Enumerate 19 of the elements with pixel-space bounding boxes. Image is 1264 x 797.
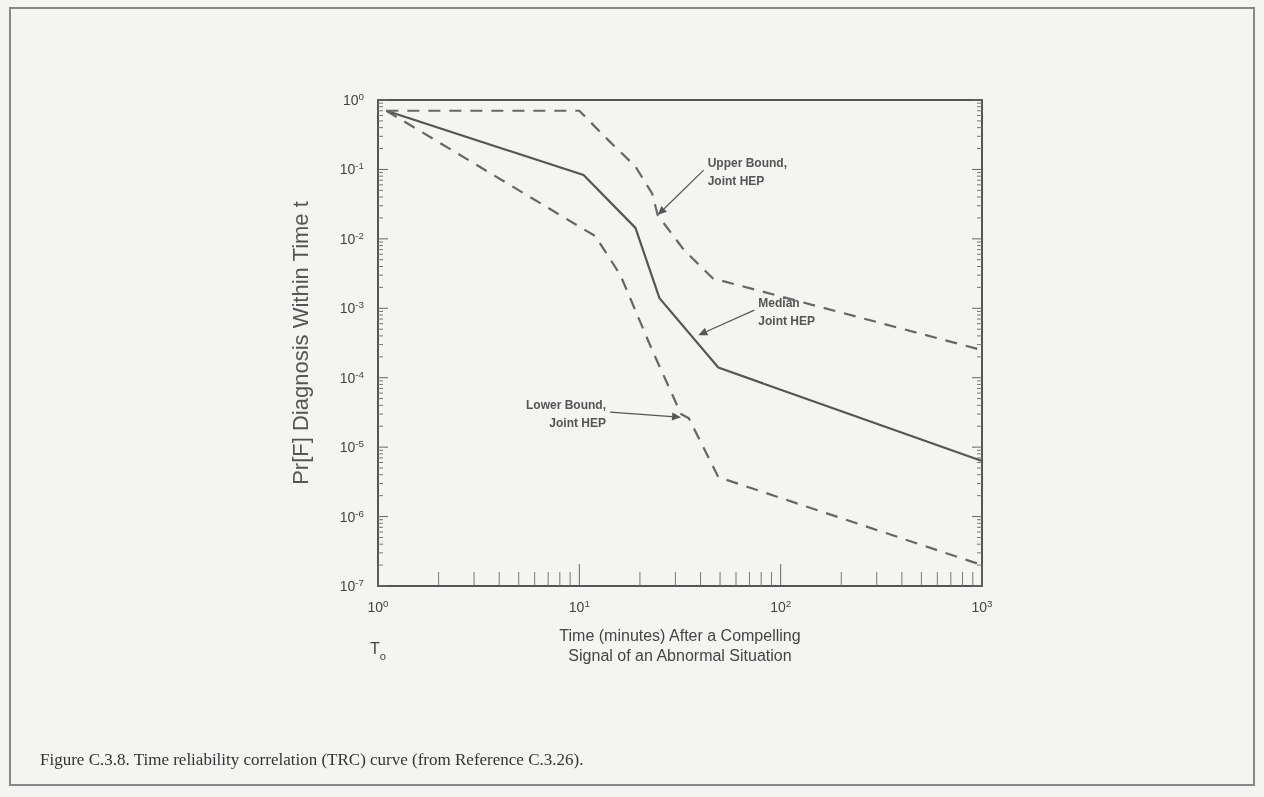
y-tick-label: 10$^{-6}$ — [339, 507, 365, 525]
x-tick-label: 10$^{1}$ — [568, 597, 590, 615]
y-tick-label: 10$^{-3}$ — [339, 298, 365, 317]
y-axis-title: Pr[F] Diagnosis Within Time t — [288, 201, 313, 485]
annotation: Lower Bound, Joint HEP — [526, 398, 607, 431]
text: Figure C.3.8. Time reliability correlation (TRC) curve (from Reference C.3.26). — [40, 750, 584, 769]
x-tick-label: 10$^{3}$ — [971, 597, 994, 615]
annotation: Upper Bound, Joint HEP — [707, 156, 788, 189]
y-tick-label: 10$^{-1}$ — [339, 159, 364, 178]
y-tick-label: 10$^{-5}$ — [339, 437, 365, 456]
y-tick-label: 10$^{-4}$ — [339, 368, 365, 386]
y-tick-label: 10$^{-7}$ — [339, 576, 364, 594]
y-tick-label: 10$^{-2}$ — [339, 229, 364, 247]
text: T$_{o}$ — [370, 640, 387, 662]
y-tick-label: 10$^{0}$ — [342, 90, 365, 108]
x-axis-title: Time (minutes) After a Compelling Signal of an Abnormal Situation — [559, 627, 801, 664]
annotation: Median Joint HEP — [758, 296, 816, 329]
x-tick-label: 10$^{0}$ — [367, 597, 390, 615]
x-tick-label: 10$^{2}$ — [770, 597, 792, 615]
